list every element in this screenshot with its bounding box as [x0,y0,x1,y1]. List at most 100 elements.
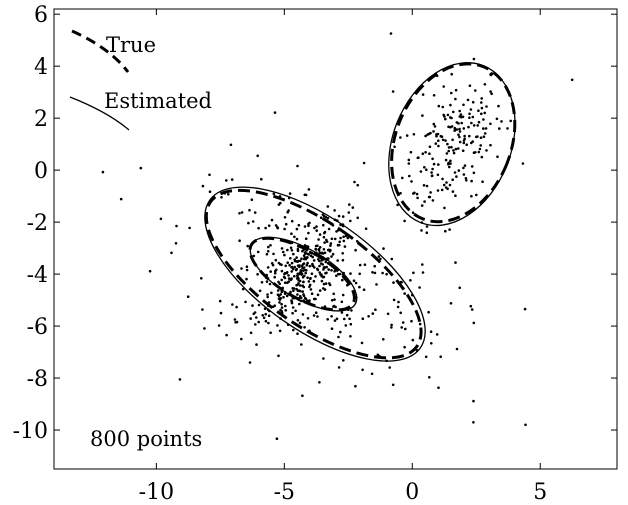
data-point [333,319,337,322]
data-point [374,308,377,312]
data-point [293,274,296,278]
data-point [267,224,271,227]
data-point [432,122,436,126]
data-point [407,158,411,162]
data-point [462,173,466,176]
data-point [443,206,446,210]
data-point [332,305,335,308]
data-point [440,188,444,192]
data-point [246,244,249,248]
data-point [298,284,302,287]
data-point [449,103,452,107]
data-point [356,183,360,187]
data-point [310,272,314,276]
data-point [458,286,462,290]
data-point [476,135,479,138]
data-point [317,247,321,251]
data-point [330,237,334,241]
data-point [323,288,327,291]
data-point [441,138,445,142]
data-point [425,225,429,228]
data-point [245,268,249,272]
data-point [342,239,346,243]
data-point [283,216,287,219]
data-point [332,292,336,296]
data-point [327,257,330,260]
data-point [325,238,328,242]
data-point [343,317,346,321]
data-point [468,84,472,87]
data-point [178,378,182,381]
data-point [256,250,260,254]
data-point [301,263,305,266]
data-point [458,109,462,113]
data-point [290,249,294,252]
data-point [418,286,421,289]
data-point [283,227,286,231]
data-point [409,150,413,154]
data-point [401,321,405,324]
data-point [481,180,484,183]
data-point [256,273,259,276]
data-point [435,134,438,138]
data-point [307,188,311,191]
data-point [282,250,285,254]
data-point [474,89,477,92]
data-point [341,293,345,297]
legend-estimated-label: Estimated [104,89,212,113]
data-point [458,130,462,133]
data-point [316,315,319,318]
data-point [454,88,458,92]
data-point [255,343,258,346]
data-point [312,314,316,317]
data-point [338,240,342,244]
data-point [367,315,370,318]
data-point [284,264,288,268]
legend-true-label: True [106,33,156,57]
data-point [458,135,461,139]
data-point [472,57,476,61]
data-point [524,423,527,427]
data-point [386,312,390,316]
data-point [326,318,330,321]
data-point [251,220,255,223]
data-point [472,151,476,154]
data-point [273,304,277,308]
data-point [465,179,468,182]
data-point [447,146,451,149]
data-point [339,236,342,240]
data-point [298,289,302,293]
data-point [336,259,340,262]
data-point [292,289,295,293]
data-point [320,273,323,276]
data-point [354,248,357,252]
data-point [457,169,461,172]
y-tick-label: -10 [13,419,48,444]
data-point [302,293,305,296]
data-point [341,258,345,262]
data-point [257,226,260,230]
data-point [454,194,457,197]
data-point [337,214,341,218]
data-point [318,271,322,274]
data-point [267,245,270,249]
data-point [230,178,234,181]
data-point [280,269,284,273]
data-point [284,309,288,312]
data-point [258,289,262,293]
data-point [208,173,211,177]
data-point [349,219,352,223]
data-point [401,176,404,180]
data-point [464,177,468,180]
data-point [431,157,434,161]
point-count-annotation: 800 points [90,427,202,451]
data-point [353,180,356,184]
data-point [326,216,330,220]
data-point [442,85,446,88]
data-point [470,194,473,198]
data-point [324,282,328,285]
data-point [282,275,286,279]
data-point [450,145,453,149]
data-point [299,270,303,273]
